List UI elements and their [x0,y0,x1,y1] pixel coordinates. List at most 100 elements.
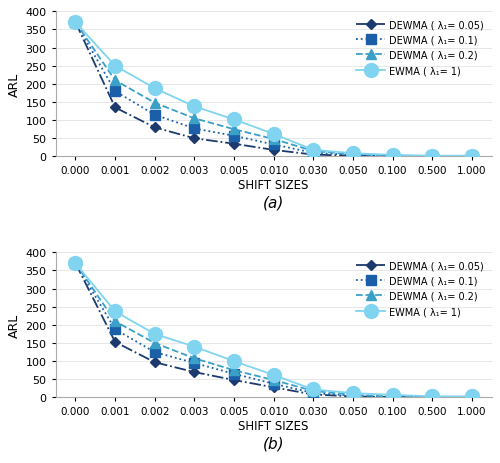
DEWMA ( λ₁= 0.2) [390,394,396,400]
DEWMA ( λ₁= 0.2) [231,127,237,133]
DEWMA ( λ₁= 0.1) [429,154,435,159]
DEWMA ( λ₁= 0.1) [72,261,78,266]
Line: DEWMA ( λ₁= 0.2): DEWMA ( λ₁= 0.2) [70,19,476,162]
DEWMA ( λ₁= 0.1) [152,350,158,355]
DEWMA ( λ₁= 0.1) [192,126,198,132]
DEWMA ( λ₁= 0.2) [390,154,396,159]
DEWMA ( λ₁= 0.1) [390,154,396,159]
DEWMA ( λ₁= 0.2) [152,101,158,106]
Line: EWMA ( λ₁= 1): EWMA ( λ₁= 1) [68,16,479,163]
DEWMA ( λ₁= 0.05) [310,152,316,158]
DEWMA ( λ₁= 0.1) [469,154,475,159]
Line: DEWMA ( λ₁= 0.1): DEWMA ( λ₁= 0.1) [70,259,476,402]
DEWMA ( λ₁= 0.2) [72,261,78,266]
DEWMA ( λ₁= 0.05) [270,148,276,153]
DEWMA ( λ₁= 0.2) [310,388,316,394]
EWMA ( λ₁= 1) [152,86,158,92]
DEWMA ( λ₁= 0.1) [270,381,276,387]
DEWMA ( λ₁= 0.1) [72,20,78,26]
DEWMA ( λ₁= 0.2) [270,137,276,143]
DEWMA ( λ₁= 0.1) [310,150,316,156]
EWMA ( λ₁= 1) [152,332,158,337]
DEWMA ( λ₁= 0.1) [310,390,316,396]
EWMA ( λ₁= 1) [310,148,316,153]
DEWMA ( λ₁= 0.2) [429,154,435,159]
Y-axis label: ARL: ARL [8,73,22,97]
DEWMA ( λ₁= 0.1) [429,394,435,400]
DEWMA ( λ₁= 0.2) [192,116,198,122]
DEWMA ( λ₁= 0.05) [231,142,237,147]
Line: DEWMA ( λ₁= 0.1): DEWMA ( λ₁= 0.1) [70,19,476,162]
Line: DEWMA ( λ₁= 0.05): DEWMA ( λ₁= 0.05) [72,260,475,400]
DEWMA ( λ₁= 0.05) [72,261,78,266]
Legend: DEWMA ( λ₁= 0.05), DEWMA ( λ₁= 0.1), DEWMA ( λ₁= 0.2), EWMA ( λ₁= 1): DEWMA ( λ₁= 0.05), DEWMA ( λ₁= 0.1), DEW… [353,258,487,319]
DEWMA ( λ₁= 0.05) [112,339,118,345]
EWMA ( λ₁= 1) [310,387,316,393]
EWMA ( λ₁= 1) [192,104,198,110]
DEWMA ( λ₁= 0.1) [112,327,118,332]
DEWMA ( λ₁= 0.1) [231,371,237,377]
DEWMA ( λ₁= 0.05) [469,154,475,159]
EWMA ( λ₁= 1) [390,392,396,398]
DEWMA ( λ₁= 0.1) [350,393,356,399]
EWMA ( λ₁= 1) [231,118,237,123]
DEWMA ( λ₁= 0.1) [390,394,396,400]
DEWMA ( λ₁= 0.05) [350,394,356,399]
DEWMA ( λ₁= 0.1) [350,153,356,158]
EWMA ( λ₁= 1) [72,261,78,266]
DEWMA ( λ₁= 0.2) [192,356,198,361]
DEWMA ( λ₁= 0.05) [270,385,276,390]
DEWMA ( λ₁= 0.2) [231,368,237,373]
DEWMA ( λ₁= 0.2) [310,149,316,155]
Text: (b): (b) [263,435,284,450]
EWMA ( λ₁= 1) [429,154,435,159]
DEWMA ( λ₁= 0.05) [152,360,158,365]
EWMA ( λ₁= 1) [72,20,78,26]
EWMA ( λ₁= 1) [231,359,237,364]
X-axis label: SHIFT SIZES: SHIFT SIZES [238,419,309,432]
DEWMA ( λ₁= 0.1) [152,113,158,118]
DEWMA ( λ₁= 0.05) [112,106,118,111]
Line: DEWMA ( λ₁= 0.2): DEWMA ( λ₁= 0.2) [70,259,476,402]
Line: DEWMA ( λ₁= 0.05): DEWMA ( λ₁= 0.05) [72,20,475,160]
DEWMA ( λ₁= 0.05) [310,392,316,397]
DEWMA ( λ₁= 0.2) [112,319,118,325]
DEWMA ( λ₁= 0.1) [270,142,276,148]
DEWMA ( λ₁= 0.05) [192,136,198,142]
EWMA ( λ₁= 1) [192,344,198,350]
DEWMA ( λ₁= 0.05) [469,394,475,400]
EWMA ( λ₁= 1) [350,151,356,156]
DEWMA ( λ₁= 0.05) [231,377,237,383]
EWMA ( λ₁= 1) [429,394,435,399]
DEWMA ( λ₁= 0.05) [429,394,435,400]
DEWMA ( λ₁= 0.2) [270,377,276,383]
DEWMA ( λ₁= 0.05) [350,154,356,159]
DEWMA ( λ₁= 0.05) [72,20,78,26]
DEWMA ( λ₁= 0.2) [429,394,435,400]
EWMA ( λ₁= 1) [112,309,118,314]
DEWMA ( λ₁= 0.2) [350,152,356,158]
DEWMA ( λ₁= 0.05) [192,369,198,375]
DEWMA ( λ₁= 0.2) [72,20,78,26]
DEWMA ( λ₁= 0.1) [469,394,475,400]
EWMA ( λ₁= 1) [270,132,276,138]
Y-axis label: ARL: ARL [8,313,22,338]
DEWMA ( λ₁= 0.2) [152,340,158,346]
Text: (a): (a) [263,195,284,210]
EWMA ( λ₁= 1) [469,154,475,159]
Line: EWMA ( λ₁= 1): EWMA ( λ₁= 1) [68,257,479,403]
DEWMA ( λ₁= 0.2) [469,394,475,400]
DEWMA ( λ₁= 0.05) [390,154,396,159]
DEWMA ( λ₁= 0.1) [112,89,118,95]
EWMA ( λ₁= 1) [390,153,396,158]
DEWMA ( λ₁= 0.2) [350,392,356,398]
EWMA ( λ₁= 1) [350,390,356,396]
DEWMA ( λ₁= 0.2) [112,78,118,84]
EWMA ( λ₁= 1) [112,64,118,69]
Legend: DEWMA ( λ₁= 0.05), DEWMA ( λ₁= 0.1), DEWMA ( λ₁= 0.2), EWMA ( λ₁= 1): DEWMA ( λ₁= 0.05), DEWMA ( λ₁= 0.1), DEW… [353,17,487,79]
DEWMA ( λ₁= 0.05) [429,154,435,159]
DEWMA ( λ₁= 0.05) [390,394,396,400]
DEWMA ( λ₁= 0.05) [152,125,158,131]
EWMA ( λ₁= 1) [270,372,276,378]
X-axis label: SHIFT SIZES: SHIFT SIZES [238,179,309,192]
